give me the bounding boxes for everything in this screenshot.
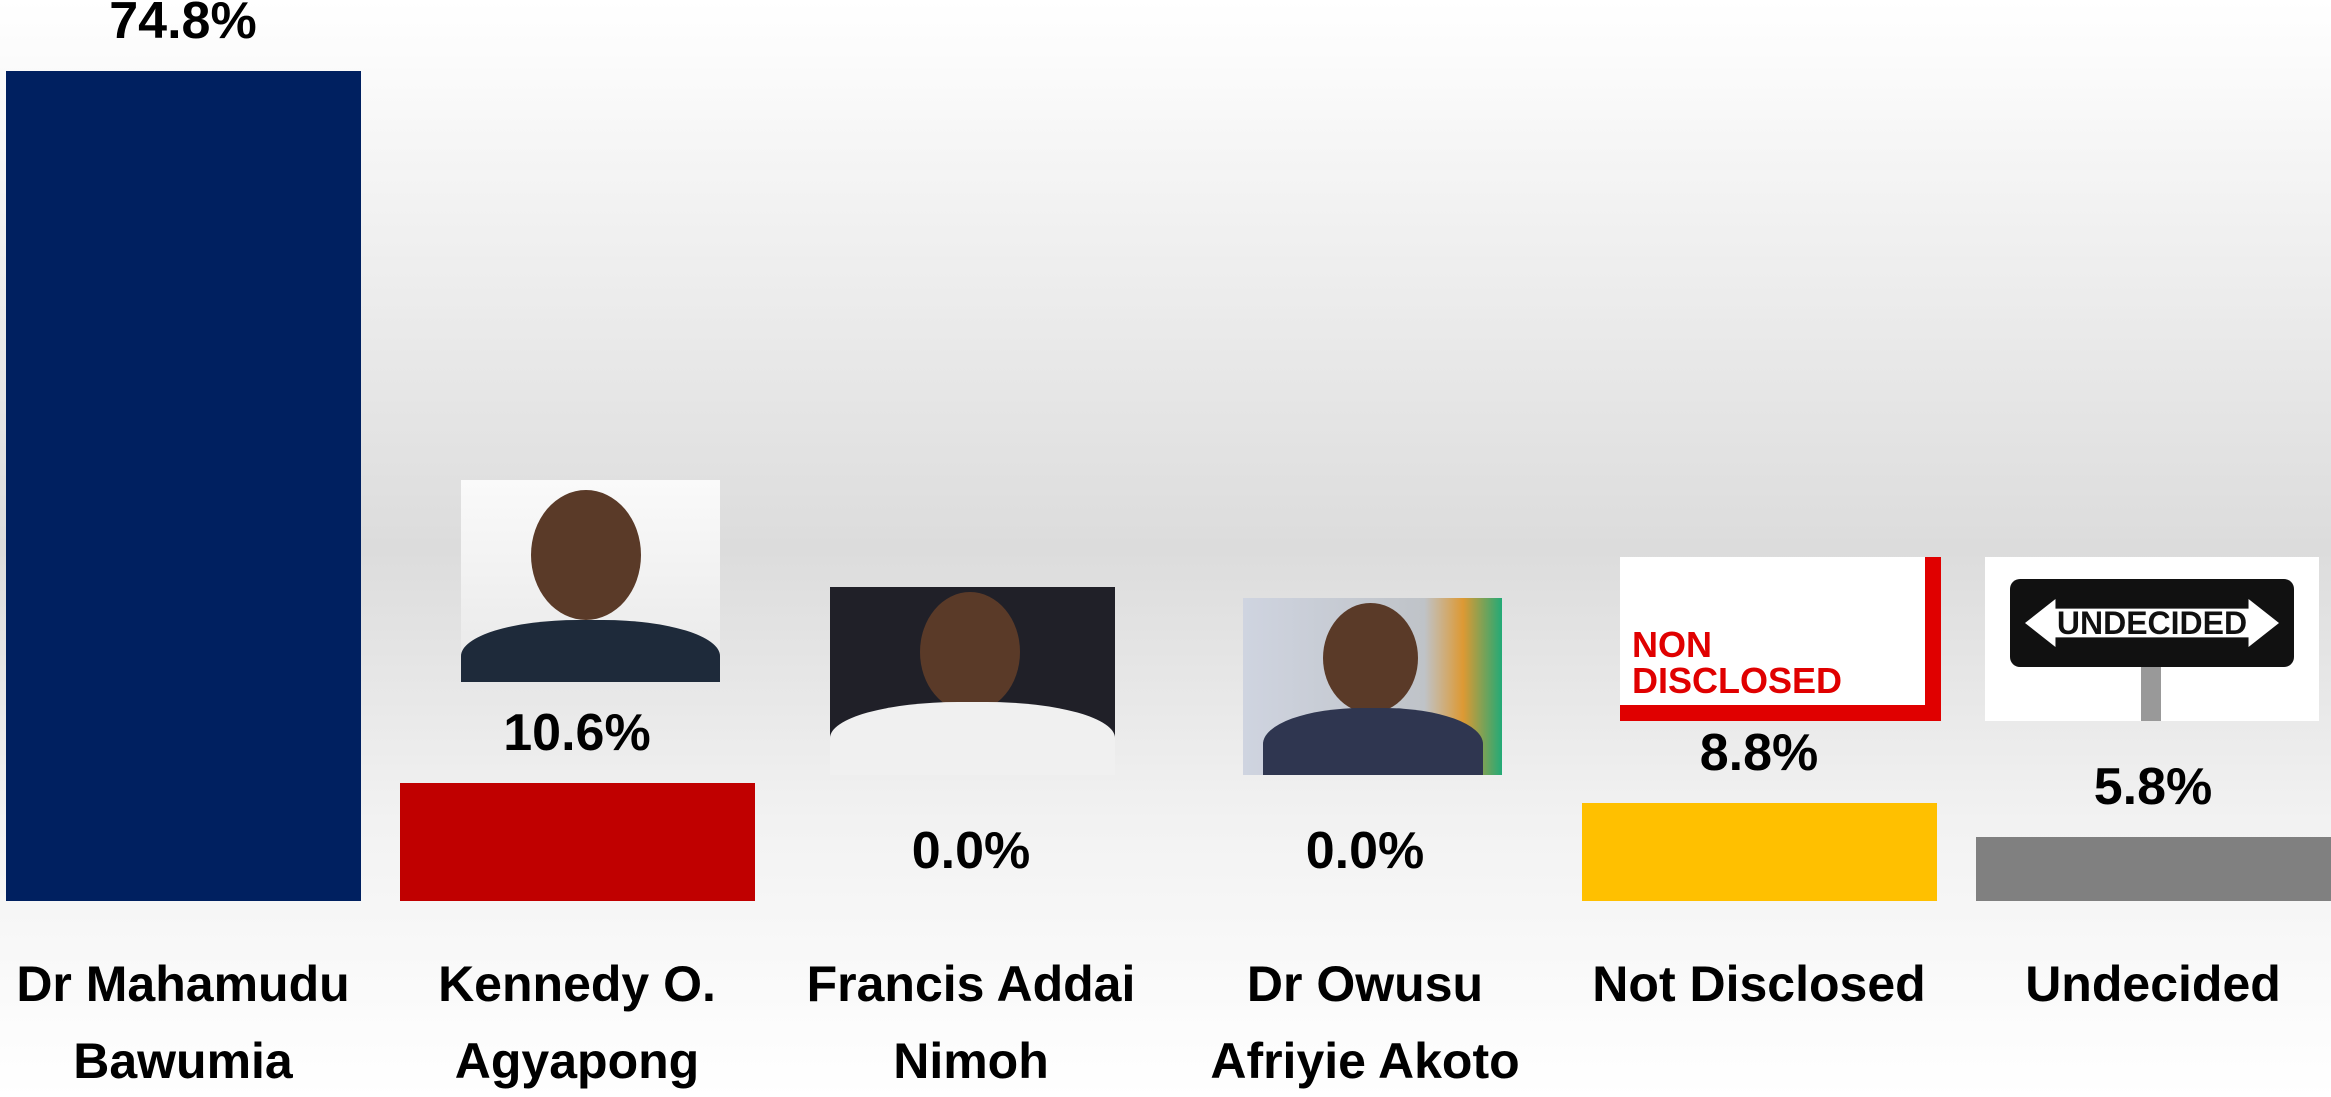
value-label: 0.0% (911, 822, 1031, 880)
annotation: UNDECIDED (2056, 605, 2248, 641)
category-label: Undecided (2025, 956, 2281, 1012)
category-label: Kennedy O. Agyapong (438, 956, 716, 1089)
category-label: Dr Mahamudu Bawumia (16, 956, 350, 1089)
value-label: 0.0% (1305, 822, 1425, 880)
not-disclosed-image: NON DISCLOSED (1620, 557, 1941, 721)
bar (1975, 836, 2331, 901)
category-label: Not Disclosed (1592, 956, 1926, 1012)
annotation: DISCLOSED (1632, 660, 1843, 701)
value-label: 74.8% (109, 0, 257, 50)
photo (1243, 598, 1502, 775)
annotation: NON (1632, 624, 1712, 665)
undecided-image: UNDECIDED (1985, 557, 2319, 721)
bar (1581, 803, 1937, 901)
value-label: 8.8% (1699, 724, 1819, 783)
value-label: 10.6% (503, 704, 651, 763)
bar (5, 71, 361, 901)
category-label: Francis Addai Nimoh (806, 956, 1136, 1089)
value-label: 5.8% (2093, 757, 2213, 816)
category-label: Dr Owusu Afriyie Akoto (1210, 956, 1520, 1089)
photo (830, 587, 1115, 775)
photo (461, 480, 720, 682)
bar (399, 783, 755, 901)
